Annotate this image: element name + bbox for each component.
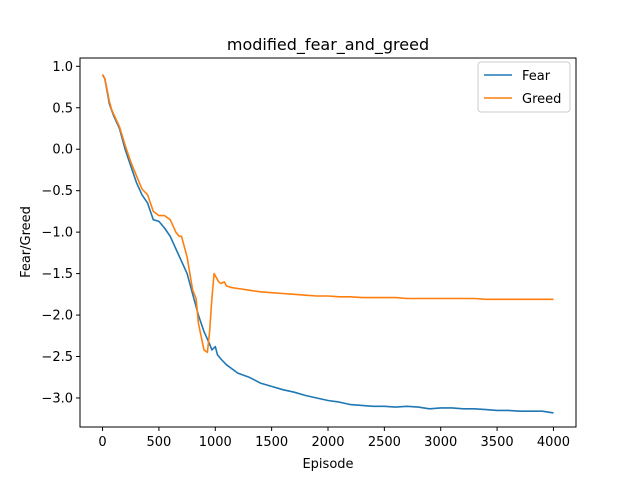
plot-frame [79, 57, 577, 428]
x-tick-label: 500 [146, 435, 171, 450]
y-tick-label: −0.5 [41, 184, 73, 199]
y-tick-label: 1.0 [52, 60, 73, 75]
y-axis-label: Fear/Greed [19, 206, 34, 278]
legend-label-greed: Greed [522, 92, 561, 107]
series-line-fear [101, 74, 554, 414]
y-tick-label: 0.0 [52, 143, 73, 158]
y-tick-label: −2.5 [41, 350, 73, 365]
legend-label-fear: Fear [522, 69, 551, 84]
legend: Fear Greed [477, 61, 571, 113]
x-tick-label: 3500 [481, 435, 514, 450]
x-axis: 0 500 1000 1500 2000 2500 3000 3500 4000 [98, 427, 570, 450]
series-line-greed [101, 74, 554, 354]
y-tick-label: −2.0 [41, 309, 73, 324]
y-tick-label: −1.0 [41, 226, 73, 241]
x-tick-label: 0 [98, 435, 106, 450]
y-tick-label: −3.0 [41, 391, 73, 406]
y-tick-label: −1.5 [41, 267, 73, 282]
plot-lines [101, 74, 554, 414]
x-tick-label: 3000 [424, 435, 457, 450]
x-tick-label: 1000 [199, 435, 232, 450]
x-tick-label: 1500 [255, 435, 288, 450]
x-tick-label: 2000 [311, 435, 344, 450]
y-axis: 1.0 0.5 0.0 −0.5 −1.0 −1.5 −2.0 −2.5 −3.0 [41, 60, 80, 406]
x-tick-label: 2500 [368, 435, 401, 450]
chart-title: modified_fear_and_greed [227, 35, 429, 55]
x-axis-label: Episode [302, 457, 353, 472]
x-tick-label: 4000 [537, 435, 570, 450]
y-tick-label: 0.5 [52, 101, 73, 116]
